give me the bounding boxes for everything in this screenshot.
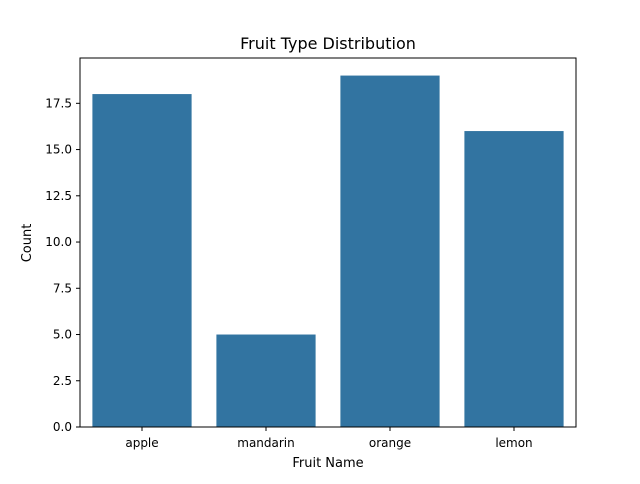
y-tick-label: 5.0	[53, 328, 72, 342]
bar-mandarin	[216, 334, 316, 427]
bar-orange	[340, 75, 440, 428]
y-axis: 0.0 2.5 5.0 7.5 10.0 12.5 15.0 17.5	[45, 96, 80, 434]
bars-group	[92, 75, 564, 428]
bar-lemon	[464, 131, 564, 427]
y-tick-label: 15.0	[45, 143, 72, 157]
y-tick-label: 17.5	[45, 96, 72, 110]
x-tick-label-mandarin: mandarin	[237, 436, 295, 450]
y-tick-label: 2.5	[53, 374, 72, 388]
y-tick-label: 7.5	[53, 281, 72, 295]
x-tick-label-orange: orange	[369, 436, 411, 450]
y-tick-label: 12.5	[45, 189, 72, 203]
bar-apple	[92, 94, 192, 427]
y-tick-label: 10.0	[45, 235, 72, 249]
x-axis-label: Fruit Name	[292, 456, 363, 471]
x-tick-label-apple: apple	[125, 436, 158, 450]
y-tick-label: 0.0	[53, 420, 72, 434]
chart-title: Fruit Type Distribution	[240, 34, 416, 53]
y-axis-label: Count	[20, 224, 35, 263]
x-tick-label-lemon: lemon	[495, 436, 532, 450]
x-axis: apple mandarin orange lemon	[125, 427, 533, 450]
